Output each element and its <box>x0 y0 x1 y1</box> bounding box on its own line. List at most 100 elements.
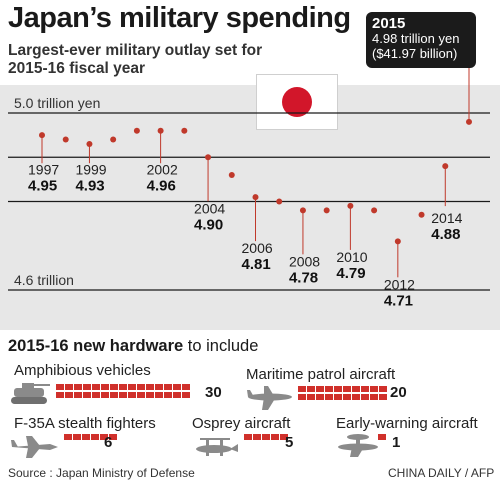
unit-block <box>137 384 145 390</box>
unit-block <box>280 434 288 440</box>
unit-block <box>182 384 190 390</box>
unit-block <box>182 392 190 398</box>
unit-block <box>65 392 73 398</box>
unit-block <box>83 384 91 390</box>
year-label-2006: 2006 <box>242 240 273 256</box>
unit-block <box>307 394 315 400</box>
hardware-name-osprey: Osprey aircraft <box>192 415 291 432</box>
unit-block <box>271 434 279 440</box>
data-point-2015 <box>466 118 472 125</box>
data-point-1997 <box>39 132 45 139</box>
data-point-2008 <box>299 207 306 214</box>
data-point-2004 <box>205 154 212 161</box>
data-point-2011 <box>371 207 378 214</box>
data-point-2009 <box>323 207 330 214</box>
unit-block <box>253 434 261 440</box>
patrol-aircraft-icon <box>247 386 292 410</box>
hardware-count-f35a: 6 <box>104 434 113 451</box>
data-point-2001 <box>133 127 140 134</box>
value-label-2010: 4.79 <box>336 265 365 282</box>
year-label-2002: 2002 <box>147 161 178 177</box>
unit-block <box>361 386 369 392</box>
unit-block <box>155 384 163 390</box>
data-point-2005 <box>228 171 235 178</box>
unit-block <box>262 434 270 440</box>
unit-block <box>370 386 378 392</box>
awacs-icon <box>338 434 378 457</box>
unit-block <box>298 386 306 392</box>
value-label-2012: 4.71 <box>384 292 413 309</box>
unit-block <box>101 392 109 398</box>
unit-block <box>109 434 117 440</box>
unit-block <box>361 394 369 400</box>
data-point-2014 <box>442 163 449 170</box>
unit-block <box>56 392 64 398</box>
credit-note: CHINA DAILY / AFP <box>388 466 495 480</box>
source-note: Source : Japan Ministry of Defense <box>8 466 195 480</box>
unit-block <box>352 394 360 400</box>
chart-panel <box>0 85 500 330</box>
data-point-2003 <box>181 127 188 134</box>
unit-block <box>74 384 82 390</box>
unit-block <box>316 386 324 392</box>
year-label-2014: 2014 <box>431 210 462 226</box>
unit-block <box>110 384 118 390</box>
chart-title: Japan’s military spending <box>8 2 351 34</box>
callout-year: 2015 <box>372 15 406 32</box>
unit-block <box>110 392 118 398</box>
unit-block <box>352 386 360 392</box>
hardware-name-maritime: Maritime patrol aircraft <box>246 366 396 383</box>
unit-block <box>92 384 100 390</box>
hardware-name-early-warning: Early-warning aircraft <box>336 415 478 432</box>
unit-block <box>65 384 73 390</box>
data-point-2002 <box>157 127 164 134</box>
callout-usd: ($41.97 billion) <box>372 46 458 61</box>
unit-block <box>128 392 136 398</box>
unit-block <box>173 392 181 398</box>
value-label-2014: 4.88 <box>431 226 460 243</box>
unit-block <box>307 386 315 392</box>
value-label-2006: 4.81 <box>242 256 271 273</box>
unit-block <box>119 384 127 390</box>
chart-subtitle: Largest-ever military outlay set for 201… <box>8 42 263 77</box>
hardware-title-suffix: to include <box>187 337 259 355</box>
year-label-1997: 1997 <box>28 161 59 177</box>
osprey-icon <box>196 438 238 456</box>
hardware-count-early-warning: 1 <box>392 434 401 451</box>
unit-block <box>74 392 82 398</box>
hardware-title-main: 2015-16 new hardware <box>8 337 184 355</box>
unit-block <box>244 434 252 440</box>
year-label-1999: 1999 <box>75 161 106 177</box>
hardware-count-osprey: 5 <box>285 434 294 451</box>
data-point-2012 <box>394 238 401 245</box>
data-point-1998 <box>62 136 69 143</box>
data-point-1999 <box>86 140 93 147</box>
unit-block <box>155 392 163 398</box>
unit-block <box>325 394 333 400</box>
year-label-2010: 2010 <box>336 249 367 265</box>
unit-block <box>119 392 127 398</box>
unit-block <box>83 392 91 398</box>
value-label-2002: 4.96 <box>147 177 176 194</box>
unit-block <box>343 386 351 392</box>
reference-label-1: 4.6 trillion <box>14 272 74 288</box>
fighter-jet-icon <box>11 436 58 458</box>
value-label-1999: 4.93 <box>75 177 104 194</box>
value-label-2008: 4.78 <box>289 269 318 286</box>
data-point-2006 <box>252 194 259 201</box>
unit-block <box>56 384 64 390</box>
unit-block <box>370 394 378 400</box>
value-label-1997: 4.95 <box>28 177 57 194</box>
unit-block <box>100 434 108 440</box>
hardware-name-f35a: F-35A stealth fighters <box>14 415 156 432</box>
hardware-title: 2015-16 new hardware to include <box>8 337 258 356</box>
unit-block <box>316 394 324 400</box>
callout-yen: 4.98 trillion yen <box>372 31 460 46</box>
unit-block <box>101 384 109 390</box>
unit-block <box>379 386 387 392</box>
reference-label-0: 5.0 trillion yen <box>14 95 100 111</box>
unit-block <box>92 392 100 398</box>
unit-block <box>64 434 72 440</box>
japan-flag-icon <box>256 74 338 130</box>
unit-block <box>82 434 90 440</box>
